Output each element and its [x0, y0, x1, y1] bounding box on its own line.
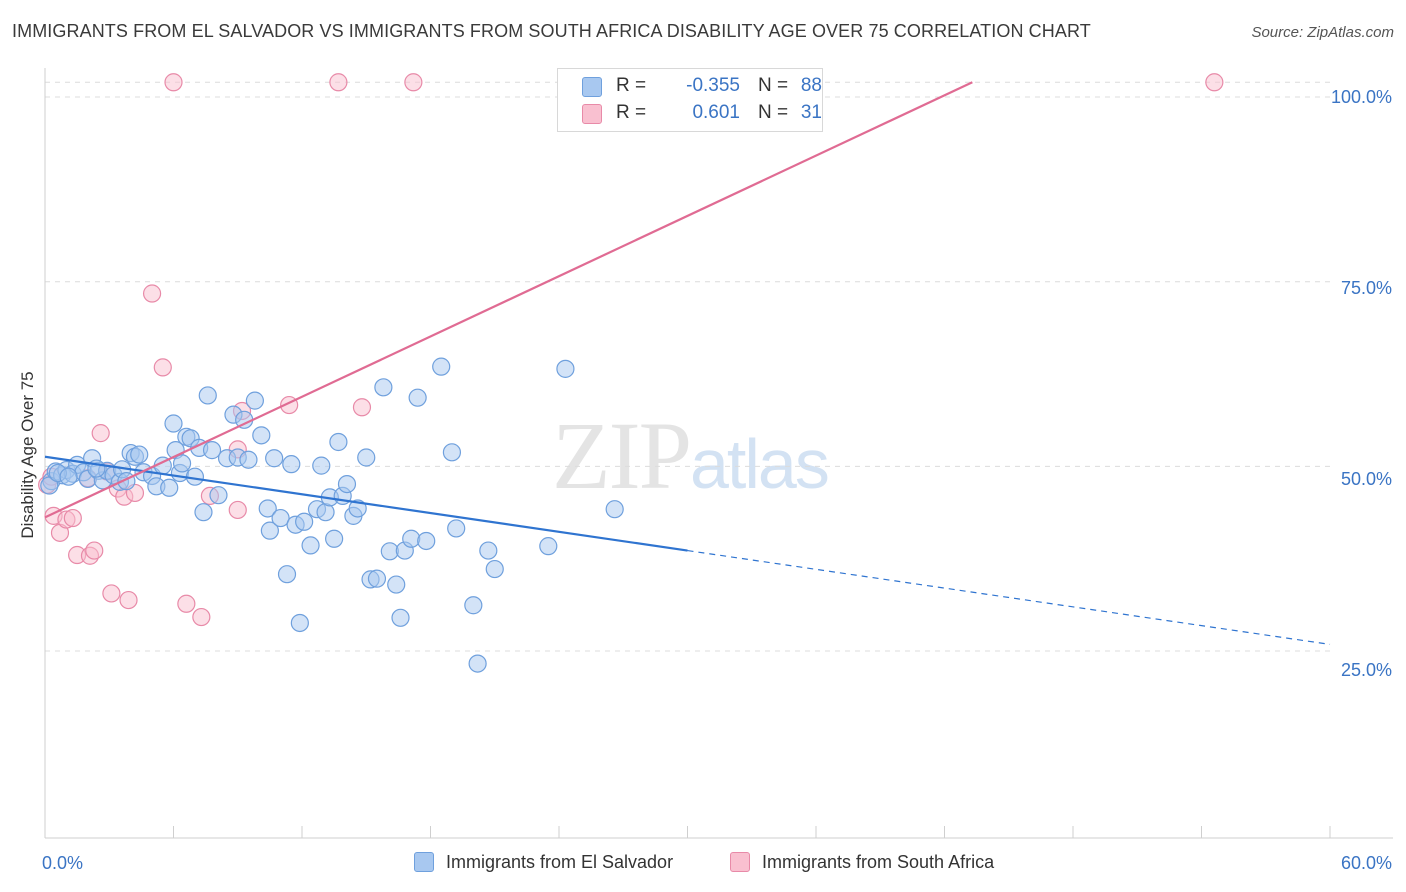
south-africa-point: [352, 398, 372, 417]
bottom-legend-label: Immigrants from El Salvador: [446, 852, 674, 872]
el-salvador-point: [172, 454, 192, 473]
south-africa-point: [91, 424, 110, 443]
south-africa-point: [63, 508, 82, 528]
el-salvador-point: [312, 456, 331, 475]
legend-r-value: -0.355: [686, 75, 740, 96]
legend-r-value: 0.601: [692, 102, 740, 123]
source-label: Source: ZipAtlas.com: [1251, 24, 1394, 41]
el-salvador-point: [59, 467, 78, 486]
el-salvador-point: [539, 537, 558, 556]
trend-lines: [44, 81, 1331, 645]
y-tick-75: 75.0%: [1340, 278, 1392, 298]
el-salvador-point: [464, 596, 483, 615]
el-salvador-point: [245, 391, 264, 410]
south-africa-point: [142, 284, 162, 303]
legend-n-value: 31: [800, 102, 822, 123]
el-salvador-point: [348, 499, 367, 518]
stats-legend: R = -0.355 N = 88 R = 0.601 N = 31: [557, 68, 823, 132]
el-salvador-point: [357, 448, 376, 467]
legend-swatch-south-africa: [582, 104, 602, 124]
el-salvador-point: [271, 508, 290, 528]
south-africa-point: [119, 590, 138, 610]
el-salvador-point: [367, 569, 387, 588]
bottom-legend-swatch-el-salvador: [414, 852, 434, 872]
south-africa-point: [102, 584, 121, 603]
south-africa-trend-line: [44, 81, 973, 519]
el-salvador-point: [252, 426, 271, 445]
el-salvador-point: [556, 359, 575, 378]
chart-title: IMMIGRANTS FROM EL SALVADOR VS IMMIGRANT…: [12, 21, 1091, 41]
gridlines: [45, 81, 1330, 652]
south-africa-point: [177, 594, 196, 613]
el-salvador-point: [485, 559, 504, 579]
south-africa-point: [1205, 73, 1224, 92]
south-africa-point: [192, 607, 211, 627]
south-africa-point: [228, 500, 247, 520]
legend-n-label: N =: [758, 75, 789, 96]
el-salvador-point: [160, 478, 179, 497]
y-tick-50: 50.0%: [1340, 469, 1392, 489]
el-salvador-point: [290, 613, 309, 633]
el-salvador-point: [194, 503, 213, 522]
axes: [44, 68, 1393, 839]
y-axis-label: Disability Age Over 75: [18, 371, 37, 539]
el-salvador-point: [479, 541, 498, 560]
el-salvador-point: [198, 386, 217, 405]
y-tick-25: 25.0%: [1340, 660, 1392, 680]
watermark: ZIPatlas: [552, 400, 830, 511]
watermark-atlas: atlas: [690, 425, 830, 503]
el-salvador-point: [408, 388, 427, 407]
el-salvador-trend-line: [44, 455, 688, 552]
el-salvador-trend-extension: [687, 549, 1331, 645]
el-salvador-point: [239, 450, 258, 469]
el-salvador-point: [402, 529, 421, 548]
el-salvador-point: [209, 486, 228, 505]
el-salvador-point: [258, 499, 277, 518]
x-tick-max: 60.0%: [1340, 853, 1392, 873]
el-salvador-point: [417, 531, 436, 551]
el-salvador-point: [301, 536, 320, 555]
el-salvador-point: [295, 512, 314, 531]
south-africa-point: [153, 358, 172, 377]
el-salvador-point: [442, 443, 462, 462]
el-salvador-point: [447, 519, 466, 538]
el-salvador-point: [468, 654, 487, 673]
watermark-zip: ZIP: [552, 402, 692, 509]
legend-r-label: R =: [616, 75, 647, 96]
el-salvador-point: [387, 575, 406, 594]
el-salvador-point: [391, 608, 410, 627]
legend-n-label: N =: [758, 102, 789, 123]
x-tick-min: 0.0%: [42, 853, 84, 873]
bottom-legend-swatch-south-africa: [730, 852, 750, 872]
el-salvador-point: [282, 455, 301, 474]
bottom-legend-el-salvador: Immigrants from El Salvador: [414, 852, 673, 873]
el-salvador-point: [164, 414, 183, 433]
el-salvador-point: [325, 529, 344, 548]
bottom-legend-label: Immigrants from South Africa: [762, 852, 995, 872]
el-salvador-point: [265, 449, 284, 468]
legend-n-value: 88: [800, 75, 822, 96]
el-salvador-point: [277, 565, 297, 584]
south-africa-point: [404, 73, 423, 92]
south-africa-point: [329, 73, 348, 92]
south-africa-point: [85, 541, 104, 560]
el-salvador-point: [432, 357, 451, 376]
el-salvador-point: [605, 500, 624, 519]
el-salvador-point: [130, 445, 149, 464]
el-salvador-point: [40, 476, 59, 495]
el-salvador-point: [374, 378, 393, 397]
el-salvador-point: [260, 521, 279, 540]
el-salvador-point: [202, 441, 222, 460]
el-salvador-point: [337, 474, 357, 494]
legend-r-label: R =: [616, 102, 647, 123]
legend-swatch-el-salvador: [582, 77, 602, 97]
y-tick-100: 100.0%: [1330, 87, 1392, 107]
el-salvador-points: [40, 357, 624, 673]
south-africa-point: [164, 73, 183, 92]
bottom-legend-south-africa: Immigrants from South Africa: [730, 852, 994, 873]
el-salvador-point: [329, 432, 348, 452]
